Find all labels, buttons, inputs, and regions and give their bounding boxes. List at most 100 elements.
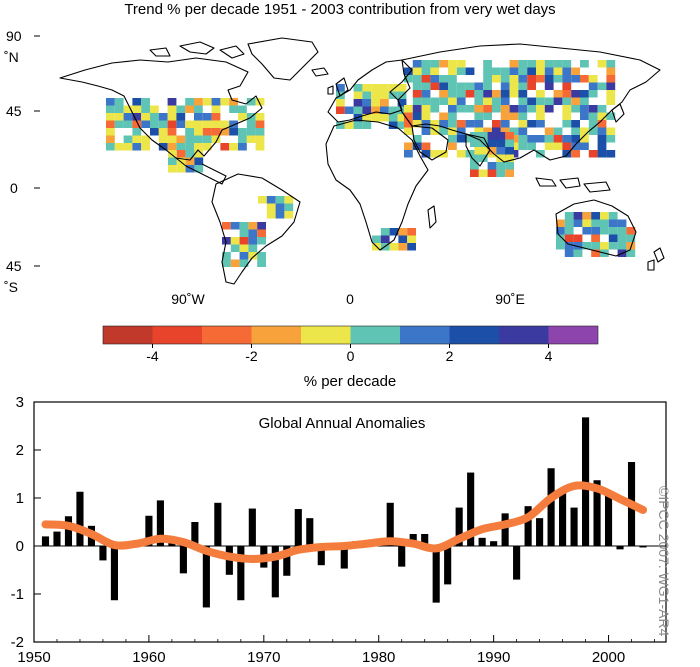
trend-cell (202, 135, 212, 143)
y-tick-label: 2 (16, 442, 24, 459)
coast-asia (397, 43, 661, 163)
trend-cell (597, 150, 607, 158)
trend-cell (470, 169, 479, 177)
trend-cell (582, 227, 592, 235)
trend-cell (496, 132, 506, 140)
trend-cell (487, 169, 497, 177)
trend-cell (606, 112, 616, 120)
anomaly-bar (455, 507, 463, 546)
trend-cell (220, 143, 230, 151)
trend-cell (211, 120, 221, 128)
trend-cell (194, 128, 203, 136)
trend-cell (562, 97, 572, 105)
trend-cell (284, 203, 294, 211)
trend-cell (588, 112, 598, 120)
trend-cell (544, 67, 554, 75)
trend-cell (106, 143, 115, 151)
trend-cell (404, 150, 413, 158)
trend-cell (257, 237, 266, 245)
trend-cell (167, 135, 177, 143)
anomaly-bars (41, 417, 647, 608)
coast-japan (611, 103, 625, 123)
trend-cell (500, 127, 510, 135)
coast-australia (555, 199, 637, 257)
trend-cell (544, 60, 554, 68)
trend-cell (222, 252, 231, 260)
trend-cell (185, 165, 195, 173)
anomaly-bar (593, 480, 601, 546)
trend-cell (509, 67, 519, 75)
lon-label-90e: 90˚E (495, 291, 525, 307)
trend-cell (220, 120, 230, 128)
x-tick-label: 1990 (477, 649, 510, 666)
trend-cell (123, 113, 133, 121)
trend-cell (448, 105, 457, 113)
trend-cell (141, 143, 150, 151)
trend-cell (238, 113, 247, 121)
trend-cell (518, 112, 528, 120)
anomaly-bar (421, 534, 429, 546)
trend-cell (573, 212, 583, 220)
trend-cell (562, 150, 572, 158)
trend-cell (266, 203, 276, 211)
trend-cell (167, 113, 177, 121)
trend-cell (229, 143, 238, 151)
trend-cell (430, 67, 440, 75)
trend-cell (404, 105, 413, 113)
trend-cell (544, 105, 554, 113)
colorbar-bin (301, 326, 351, 344)
trend-cell (202, 98, 212, 106)
trend-cell (389, 228, 399, 236)
coast-europe (327, 59, 413, 123)
trend-cell (404, 112, 413, 120)
trend-cell (448, 97, 457, 105)
trend-cell (474, 97, 484, 105)
trend-cell (544, 135, 554, 143)
x-tick-label: 1960 (132, 649, 165, 666)
trend-cell (527, 75, 536, 83)
trend-cell (353, 106, 363, 114)
trend-cell (527, 82, 536, 90)
trend-cell (496, 147, 506, 155)
trend-cell (132, 120, 142, 128)
trend-cell (150, 128, 159, 136)
trend-cell (229, 98, 238, 106)
trend-cell (483, 60, 492, 68)
trend-cell (474, 120, 484, 128)
trend-cell (571, 90, 580, 98)
trend-cell (553, 127, 563, 135)
lon-label-0: 0 (346, 291, 354, 307)
trend-cell (496, 154, 506, 162)
y-axis: -2 -1 0 1 2 3 (11, 394, 41, 651)
trend-cell (239, 237, 249, 245)
trend-cell (430, 105, 440, 113)
y-tick-label: 1 (16, 490, 24, 507)
trend-cell (248, 229, 258, 237)
trend-cell (255, 128, 265, 136)
trend-cell (239, 222, 249, 230)
trend-cell (430, 150, 440, 158)
trend-cell (448, 82, 457, 90)
trend-cell (158, 143, 168, 151)
trend-cell (562, 90, 572, 98)
trend-cell (487, 162, 497, 170)
trend-cell (114, 105, 124, 113)
trend-cell (158, 120, 168, 128)
trend-cell (132, 135, 142, 143)
trend-cell (266, 211, 276, 219)
trend-cell (430, 82, 440, 90)
trend-cell (412, 90, 422, 98)
trend-cell (158, 113, 168, 121)
colorbar-bin (152, 326, 202, 344)
trend-cell (556, 242, 565, 250)
coast-india (465, 133, 491, 167)
trend-cell (518, 120, 528, 128)
x-tick-label: 1980 (362, 649, 395, 666)
trend-cell (562, 135, 572, 143)
trend-cell (407, 228, 416, 236)
trend-cell (362, 84, 372, 92)
trend-cell (185, 105, 194, 113)
colorbar-tick-labels: -4 -2 0 2 4 (146, 344, 553, 364)
trend-cell (505, 154, 514, 162)
trend-cell (176, 105, 186, 113)
